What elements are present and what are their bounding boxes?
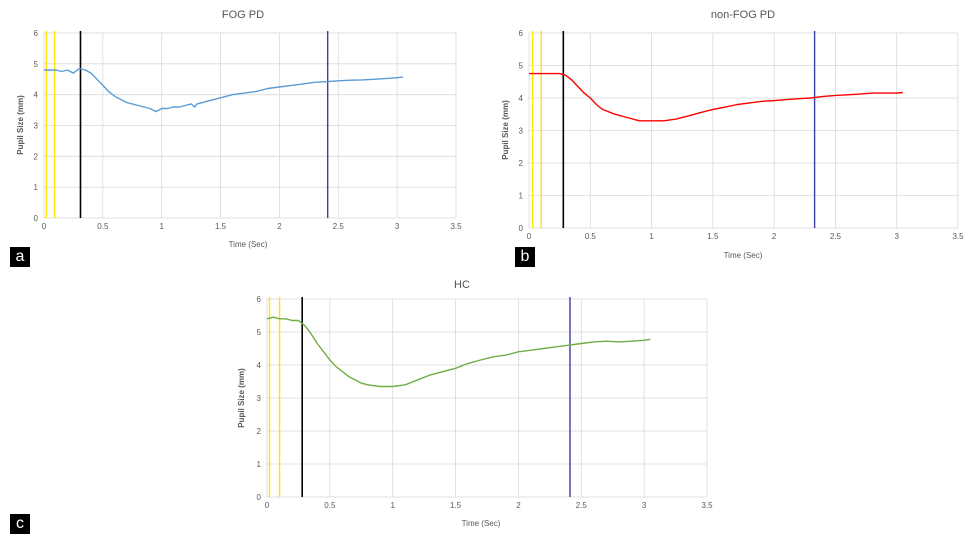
y-tick-label: 2 bbox=[257, 427, 262, 436]
x-tick-label: 3.5 bbox=[450, 222, 462, 231]
y-tick-label: 1 bbox=[34, 183, 39, 192]
y-tick-label: 3 bbox=[257, 394, 262, 403]
y-tick-label: 2 bbox=[519, 159, 524, 168]
x-tick-label: 0 bbox=[527, 232, 532, 241]
x-tick-label: 0.5 bbox=[324, 501, 336, 510]
x-tick-label: 2.5 bbox=[333, 222, 345, 231]
plot-area: 0 1 2 3 4 5 6 0 0.5 1 1.5 2 2.5 3 3.5 bbox=[519, 29, 964, 241]
series-line bbox=[44, 67, 404, 113]
plot-area: 0 1 2 3 4 5 6 0 0.5 1 1.5 2 2.5 3 3.5 bbox=[34, 29, 463, 231]
y-tick-label: 3 bbox=[34, 122, 39, 131]
series-line bbox=[266, 316, 651, 388]
x-tick-label: 0 bbox=[265, 501, 270, 510]
chart-title: HC bbox=[454, 279, 470, 291]
x-tick-label: 2.5 bbox=[830, 232, 842, 241]
panel-letter-b: b bbox=[515, 247, 535, 267]
y-tick-label: 0 bbox=[519, 224, 524, 233]
x-tick-label: 1 bbox=[159, 222, 164, 231]
chart-non-fog-pd-svg: non-FOG PD 0 1 2 3 4 5 6 0 0.5 1 1.5 2 2.5 3 3.5 Time … bbox=[501, 9, 964, 260]
x-axis-label: Time (Sec) bbox=[229, 240, 268, 249]
x-tick-label: 1.5 bbox=[450, 501, 462, 510]
y-tick-label: 5 bbox=[257, 328, 262, 337]
y-tick-label: 4 bbox=[257, 361, 262, 370]
x-tick-label: 3 bbox=[894, 232, 899, 241]
chart-fog-pd-svg: FOG PD 0 1 2 3 4 5 6 0 0.5 1 1.5 2 2.5 3 3.5 Time (Sec… bbox=[16, 9, 463, 249]
chart-non-fog-pd: non-FOG PD 0 1 2 3 4 5 6 0 0.5 1 1.5 2 2.5 3 3.5 Time … bbox=[485, 0, 964, 270]
x-tick-label: 0 bbox=[42, 222, 47, 231]
y-tick-label: 6 bbox=[34, 29, 39, 38]
y-tick-label: 3 bbox=[519, 127, 524, 136]
y-tick-label: 1 bbox=[257, 460, 262, 469]
x-tick-label: 1 bbox=[649, 232, 654, 241]
chart-hc: HC 0 1 2 3 4 5 6 0 0.5 1 1.5 2 2.5 3 3.5 Time (Sec) Pu… bbox=[230, 268, 730, 533]
y-tick-label: 5 bbox=[34, 60, 39, 69]
y-tick-label: 2 bbox=[34, 152, 39, 161]
y-tick-label: 6 bbox=[257, 295, 262, 304]
x-tick-label: 3.5 bbox=[952, 232, 964, 241]
y-tick-label: 5 bbox=[519, 62, 524, 71]
y-axis-label: Pupil Size (mm) bbox=[16, 95, 25, 155]
x-tick-label: 2 bbox=[772, 232, 777, 241]
y-tick-label: 6 bbox=[519, 29, 524, 38]
x-tick-label: 3.5 bbox=[701, 501, 713, 510]
x-tick-label: 0.5 bbox=[97, 222, 109, 231]
y-tick-label: 1 bbox=[519, 192, 524, 201]
x-tick-label: 3 bbox=[395, 222, 400, 231]
chart-fog-pd: FOG PD 0 1 2 3 4 5 6 0 0.5 1 1.5 2 2.5 3 3.5 Time (Sec… bbox=[0, 0, 480, 260]
chart-title: non-FOG PD bbox=[711, 9, 775, 21]
x-tick-label: 2.5 bbox=[576, 501, 588, 510]
y-tick-label: 4 bbox=[519, 94, 524, 103]
y-tick-label: 0 bbox=[34, 214, 39, 223]
panel-letter-a: a bbox=[10, 247, 30, 267]
plot-area: 0 1 2 3 4 5 6 0 0.5 1 1.5 2 2.5 3 3.5 bbox=[257, 295, 714, 510]
x-tick-label: 2 bbox=[516, 501, 521, 510]
x-tick-label: 1 bbox=[390, 501, 395, 510]
chart-title: FOG PD bbox=[222, 9, 264, 21]
x-tick-label: 0.5 bbox=[585, 232, 597, 241]
panel-letter-c: c bbox=[10, 514, 30, 534]
x-axis-label: Time (Sec) bbox=[462, 519, 501, 528]
y-axis-label: Pupil Size (mm) bbox=[501, 100, 510, 160]
y-tick-label: 4 bbox=[34, 91, 39, 100]
x-tick-label: 1.5 bbox=[215, 222, 227, 231]
x-axis-label: Time (Sec) bbox=[724, 251, 763, 260]
x-tick-label: 3 bbox=[642, 501, 647, 510]
y-tick-label: 0 bbox=[257, 493, 262, 502]
y-axis-label: Pupil Size (mm) bbox=[237, 368, 246, 428]
chart-hc-svg: HC 0 1 2 3 4 5 6 0 0.5 1 1.5 2 2.5 3 3.5 Time (Sec) Pu… bbox=[237, 279, 714, 528]
series-line bbox=[529, 72, 903, 122]
x-tick-label: 2 bbox=[277, 222, 282, 231]
x-tick-label: 1.5 bbox=[707, 232, 719, 241]
